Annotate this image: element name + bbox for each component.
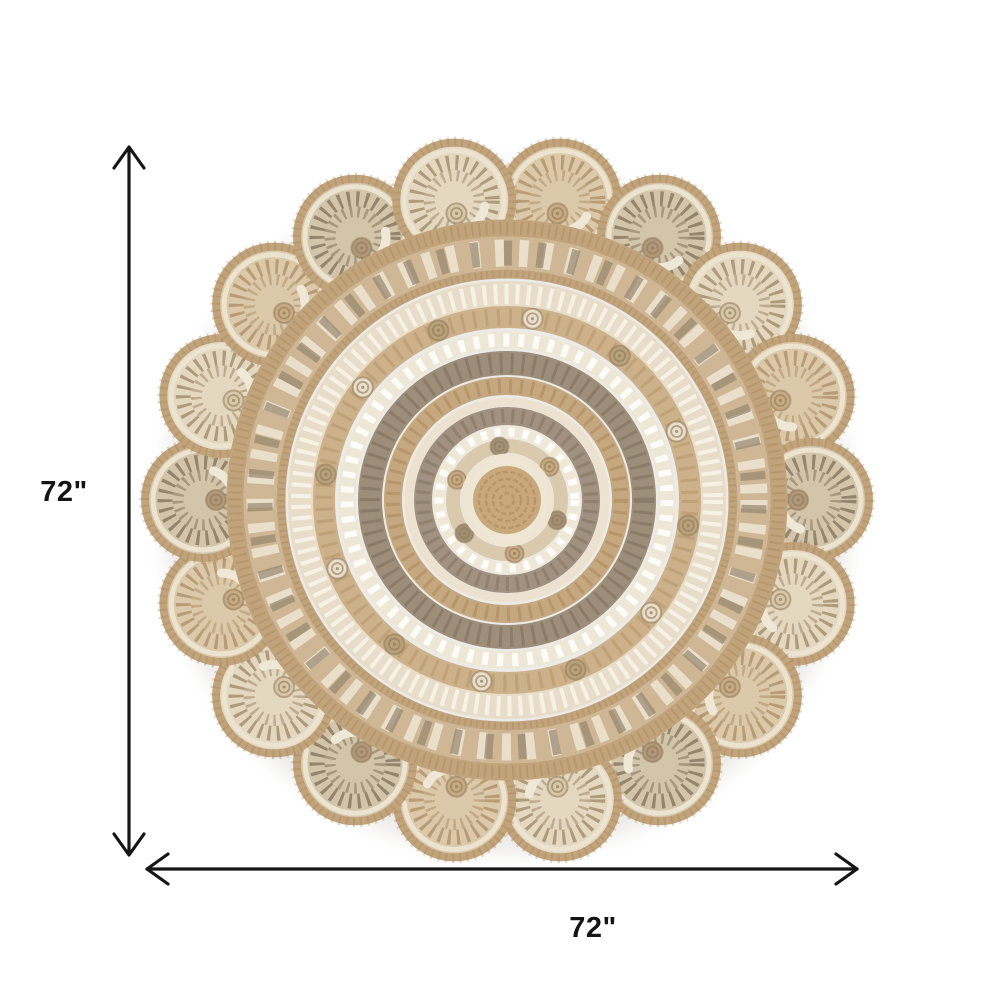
rug-center-coil	[467, 460, 547, 540]
arrowhead-up-icon	[112, 145, 146, 170]
rug-ring-white-loop-ring	[288, 281, 726, 719]
rug-image	[139, 136, 875, 864]
height-dimension-arrow	[112, 145, 146, 857]
arrowhead-down-icon	[112, 832, 146, 857]
rug-ring-rosette-band	[313, 306, 701, 694]
rug-ring-braid	[276, 269, 738, 731]
rug-ring-inner-rosette-band	[446, 436, 568, 564]
rug-ring-white-serpentine-ring	[338, 331, 676, 669]
rug-ring-inner-cream-ring	[460, 453, 554, 547]
rug-ring-taupe-hex-ring	[414, 407, 600, 593]
rug-ring-outer-loop-band	[243, 236, 771, 764]
rug-ring-tan-loop-ring	[384, 377, 630, 623]
rug-ring-cream-wavy-ring	[433, 426, 581, 574]
rug-ring-cream-ring	[404, 397, 610, 603]
height-label: 72"	[40, 476, 88, 508]
width-label: 72"	[569, 912, 617, 944]
arrowhead-right-icon	[834, 852, 859, 886]
arrowhead-left-icon	[145, 852, 170, 886]
width-dimension-arrow	[145, 852, 859, 886]
rug-ring-taupe-loop-ring	[358, 351, 656, 649]
rug-ring-outer-braid	[226, 219, 788, 781]
